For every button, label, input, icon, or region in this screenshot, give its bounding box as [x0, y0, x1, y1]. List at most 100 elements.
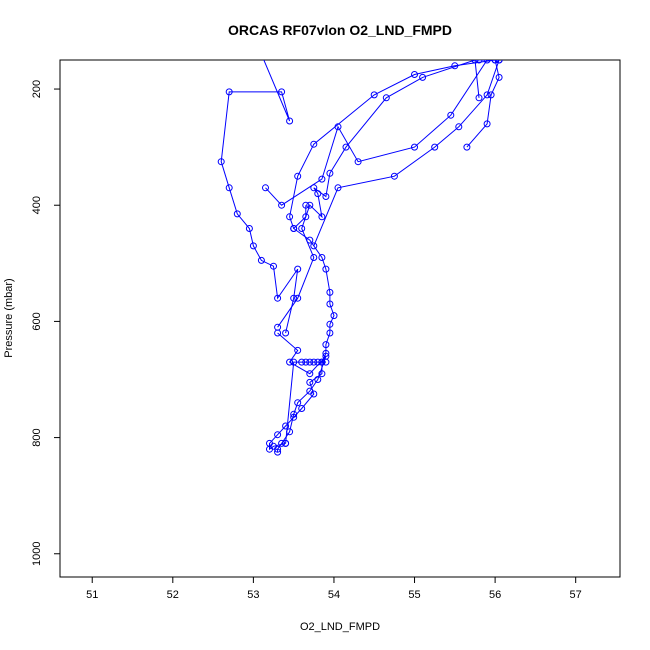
data-point — [483, 91, 491, 99]
data-point — [298, 358, 306, 366]
data-point — [233, 210, 241, 218]
x-tick-label: 55 — [408, 589, 420, 601]
data-point — [286, 117, 294, 125]
y-tick-label: 400 — [31, 196, 43, 214]
data-point — [334, 184, 342, 192]
series-6 — [286, 60, 503, 232]
data-point — [294, 346, 302, 354]
data-point — [274, 431, 282, 439]
data-point — [354, 158, 362, 166]
data-point — [483, 120, 491, 128]
series-3 — [282, 358, 330, 447]
data-point — [257, 256, 265, 264]
data-point — [487, 91, 495, 99]
series-line — [277, 60, 496, 328]
data-point — [411, 71, 418, 78]
data-point — [274, 448, 282, 456]
y-axis-label: Pressure (mbar) — [3, 278, 15, 357]
data-point — [382, 94, 390, 102]
data-point — [342, 143, 350, 151]
data-point — [310, 140, 318, 148]
series-line — [289, 60, 500, 229]
data-point — [370, 91, 378, 99]
series-line — [269, 205, 335, 451]
data-point — [322, 358, 330, 366]
data-point — [326, 288, 334, 296]
data-point — [286, 358, 294, 366]
y-axis: 200 400 600 800 1000 — [31, 80, 60, 566]
data-point — [274, 323, 282, 331]
data-point — [217, 158, 225, 166]
data-point — [495, 73, 503, 81]
data-point — [322, 193, 330, 200]
data-point — [318, 175, 326, 183]
data-point — [298, 405, 306, 412]
data-point — [326, 300, 334, 308]
data-point — [278, 88, 286, 96]
data-point — [326, 329, 334, 337]
data-point — [334, 123, 342, 131]
data-point — [475, 94, 483, 102]
data-point — [326, 169, 334, 177]
series-line — [313, 60, 500, 247]
data-point — [314, 376, 322, 383]
series-line — [277, 332, 327, 453]
data-point — [310, 358, 318, 366]
data-point — [495, 60, 503, 64]
data-point — [411, 143, 418, 151]
data-point — [294, 399, 302, 407]
series-1 — [266, 201, 338, 453]
data-point — [225, 88, 233, 96]
data-point — [278, 201, 286, 209]
data-point — [455, 123, 463, 131]
x-tick-label: 56 — [489, 589, 501, 601]
data-point — [262, 184, 269, 192]
data-point — [294, 294, 302, 302]
data-point — [318, 358, 326, 366]
data-point — [318, 213, 326, 221]
data-point — [278, 439, 286, 447]
data-point — [306, 387, 314, 395]
data-point — [326, 320, 334, 328]
y-tick-label: 800 — [31, 428, 43, 446]
x-tick-label: 52 — [167, 589, 179, 601]
x-tick-label: 54 — [328, 589, 340, 601]
series-7 — [310, 60, 503, 250]
data-point — [471, 60, 479, 64]
series-line — [265, 60, 500, 206]
series-4 — [217, 60, 302, 337]
x-tick-label: 57 — [570, 589, 582, 601]
y-tick-label: 1000 — [31, 542, 43, 566]
series-8 — [262, 60, 503, 209]
data-point — [282, 439, 290, 447]
data-point — [491, 60, 499, 64]
data-series-group — [217, 60, 503, 456]
data-point — [306, 201, 314, 209]
data-point — [390, 172, 398, 180]
x-tick-label: 51 — [86, 589, 98, 601]
data-point — [306, 358, 314, 366]
data-point — [306, 370, 314, 378]
data-point — [270, 262, 277, 270]
x-axis: 51 52 53 54 55 56 57 — [86, 577, 582, 601]
data-point — [451, 62, 459, 70]
plot-frame — [59, 59, 621, 578]
data-point — [318, 254, 326, 261]
data-point — [302, 201, 310, 209]
series-line — [220, 60, 299, 334]
data-point — [302, 358, 310, 366]
data-point — [282, 329, 290, 337]
data-point — [330, 312, 338, 320]
data-point — [290, 358, 298, 366]
data-point — [302, 213, 310, 221]
data-point — [314, 358, 322, 366]
series-2 — [274, 329, 330, 456]
data-point — [306, 378, 314, 386]
data-point — [294, 265, 302, 273]
data-point — [274, 294, 282, 302]
data-point — [483, 60, 491, 64]
data-point — [290, 294, 298, 302]
chart-title: ORCAS RF07vlon O2_LND_FMPD — [228, 22, 452, 38]
data-point — [245, 225, 253, 232]
